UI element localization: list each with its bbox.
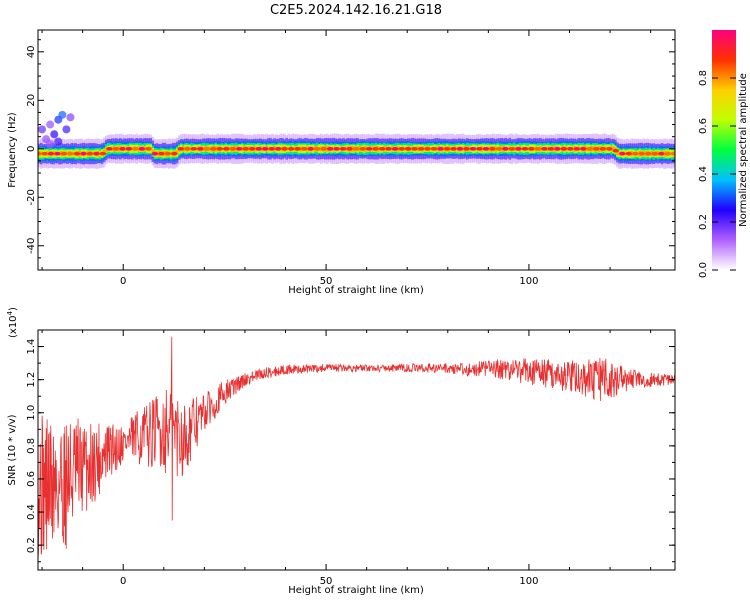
- snr-ytick-label: 0.6: [26, 471, 37, 487]
- spectrogram-frame: [37, 29, 676, 271]
- colorbar-tick-label: 0.2: [698, 214, 709, 230]
- snr-ytick-label: 1.0: [26, 405, 37, 421]
- snr-frame: [37, 329, 676, 571]
- spectrogram-ticks: 0 50 100 -40 -20 0 20 40: [26, 30, 675, 287]
- snr-ticks: 0 50 100 0.2 0.4 0.6 0.8 1.0 1.2 1.4: [26, 330, 675, 587]
- snr-ytick-label: 1.4: [26, 339, 37, 355]
- spectrogram-ytick-label: -40: [26, 238, 37, 254]
- snr-series-line: [38, 336, 675, 562]
- colorbar-ticks: 0.0 0.2 0.4 0.6 0.8: [698, 70, 736, 278]
- spectrogram-xtick-label: 50: [320, 276, 333, 287]
- colorbar-tick-label: 0.4: [698, 166, 709, 182]
- colorbar-tick-label: 0.0: [698, 262, 709, 278]
- snr-xtick-label: 50: [320, 576, 333, 587]
- snr-ytick-label: 0.2: [26, 537, 37, 553]
- snr-multiplier: (x104): [6, 307, 19, 338]
- snr-xtick-label: 100: [519, 576, 538, 587]
- spectrogram-panel: 0 50 100 -40 -20 0 20 40 Height of straight lin…: [7, 29, 676, 296]
- spectrogram-ytick-label: 40: [26, 45, 37, 58]
- snr-ytick-label: 0.8: [26, 438, 37, 454]
- spectrogram-ytick-label: -20: [26, 189, 37, 205]
- snr-ytick-label: 0.4: [26, 504, 37, 520]
- colorbar: 0.0 0.2 0.4 0.6 0.8 Normalized spectral ampl…: [698, 30, 749, 278]
- spectrogram-ytick-label: 0: [26, 146, 37, 152]
- snr-panel: 0 50 100 0.2 0.4 0.6 0.8 1.0 1.2 1.4 Height of st…: [6, 307, 676, 596]
- colorbar-bar: [712, 30, 736, 270]
- spectrogram-xtick-label: 100: [519, 276, 538, 287]
- figure-title: C2E5.2024.142.16.21.G18: [270, 3, 442, 18]
- colorbar-tick-label: 0.8: [698, 70, 709, 86]
- spectrogram-ylabel: Frequency (Hz): [7, 112, 18, 188]
- colorbar-label: Normalized spectral amplitude: [738, 73, 749, 227]
- spectrogram-image: [38, 110, 675, 169]
- spectrogram-ytick-label: 20: [26, 94, 37, 107]
- snr-ytick-label: 1.2: [26, 372, 37, 388]
- colorbar-tick-label: 0.6: [698, 118, 709, 134]
- snr-ylabel: SNR (10 * v/v): [7, 414, 18, 485]
- snr-xlabel: Height of straight line (km): [288, 585, 424, 596]
- spectrogram-xtick-label: 0: [120, 276, 126, 287]
- snr-xtick-label: 0: [120, 576, 126, 587]
- spectrogram-xlabel: Height of straight line (km): [288, 285, 424, 296]
